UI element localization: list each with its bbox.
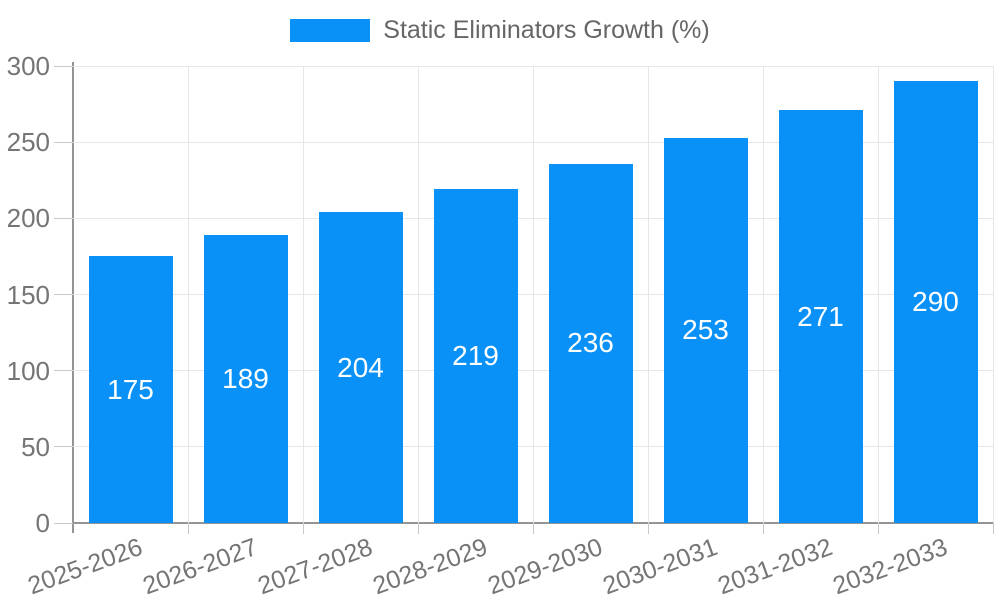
vertical-gridline	[302, 66, 304, 523]
x-axis-tick-label: 2026-2027	[139, 533, 262, 601]
x-axis-tick	[647, 523, 649, 534]
bar-value-label: 189	[222, 363, 269, 395]
vertical-gridline	[762, 66, 764, 523]
x-axis-tick	[187, 523, 189, 534]
y-axis-tick	[54, 217, 73, 219]
vertical-gridline	[992, 66, 994, 523]
bar[interactable]: 290	[893, 81, 978, 523]
bar[interactable]: 189	[203, 235, 288, 523]
bar[interactable]: 271	[778, 110, 863, 523]
y-axis-tick-label: 50	[21, 431, 50, 462]
y-axis-tick-label: 100	[6, 355, 50, 386]
y-axis-tick-label: 150	[6, 279, 50, 310]
x-axis-tick-label: 2030-2031	[599, 533, 722, 601]
y-axis-tick-label: 0	[35, 508, 50, 538]
y-axis-tick	[54, 65, 73, 67]
x-axis-tick	[762, 523, 764, 534]
x-axis-tick-label: 2031-2032	[714, 533, 837, 601]
vertical-gridline	[647, 66, 649, 523]
bar-value-label: 271	[797, 300, 844, 332]
bar-value-label: 253	[682, 314, 729, 346]
x-axis-tick-label: 2028-2029	[369, 533, 492, 601]
x-axis-tick-label: 2032-2033	[829, 533, 952, 601]
y-axis-tick	[54, 141, 73, 143]
vertical-gridline	[877, 66, 879, 523]
y-axis-tick-label: 300	[6, 51, 50, 81]
bar-value-label: 290	[912, 286, 959, 318]
bar[interactable]: 175	[88, 256, 173, 523]
y-axis-line	[72, 62, 74, 533]
vertical-gridline	[417, 66, 419, 523]
x-axis-tick-label: 2027-2028	[254, 533, 377, 601]
legend-series-label: Static Eliminators Growth (%)	[383, 16, 710, 44]
bar-value-label: 175	[107, 373, 154, 405]
y-axis-tick	[54, 370, 73, 372]
y-axis-tick	[54, 446, 73, 448]
vertical-gridline	[187, 66, 189, 523]
x-axis-tick	[877, 523, 879, 534]
x-axis-tick-label: 2029-2030	[484, 533, 607, 601]
x-axis-tick-label: 2025-2026	[24, 533, 147, 601]
chart-legend[interactable]: Static Eliminators Growth (%)	[0, 16, 1000, 45]
x-axis-tick	[302, 523, 304, 534]
bar[interactable]: 204	[318, 212, 403, 523]
bar[interactable]: 219	[433, 189, 518, 523]
bar-value-label: 236	[567, 327, 614, 359]
bar-value-label: 219	[452, 340, 499, 372]
plot-area: 0 50 100 150 200 250 300 175 189 204 219 236 253 271 2…	[7, 51, 994, 600]
bar-value-label: 204	[337, 351, 384, 383]
x-axis-tick	[532, 523, 534, 534]
y-axis-tick-label: 250	[6, 127, 50, 158]
bar[interactable]: 253	[663, 137, 748, 523]
vertical-gridline	[532, 66, 534, 523]
y-axis-tick-label: 200	[6, 203, 50, 234]
y-axis-tick	[54, 522, 73, 524]
bar[interactable]: 236	[548, 163, 633, 523]
y-axis-tick	[54, 294, 73, 295]
x-axis-tick	[417, 523, 419, 534]
legend-color-swatch	[290, 19, 371, 42]
x-axis-tick	[992, 523, 994, 534]
